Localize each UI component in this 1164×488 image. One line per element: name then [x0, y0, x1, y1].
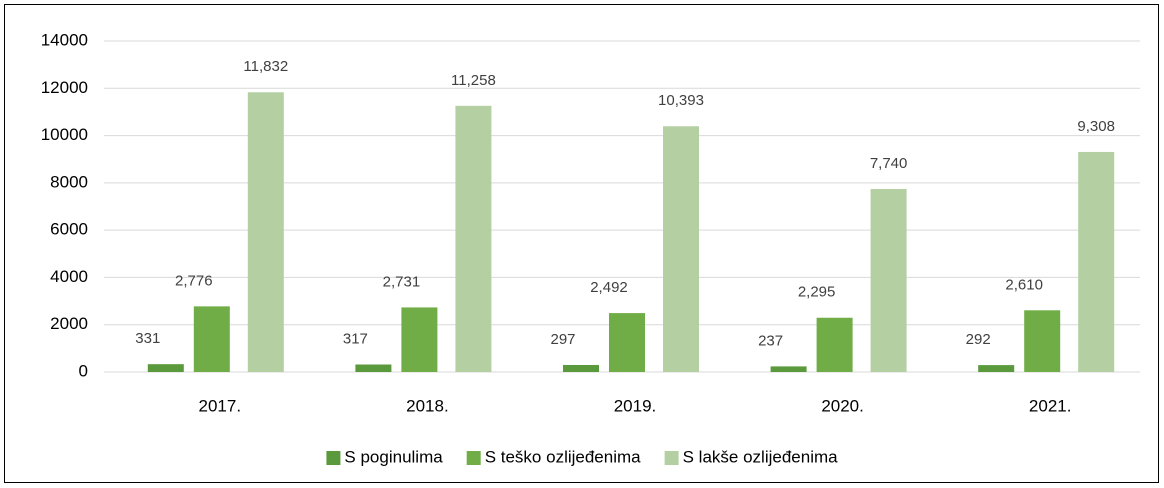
bar: [455, 105, 492, 373]
legend-label: S lakše ozlijeđenima: [683, 447, 839, 466]
x-tick-label: 2017.: [199, 396, 242, 415]
data-label: 297: [550, 331, 575, 348]
data-label: 2,492: [590, 279, 628, 296]
data-label: 7,740: [870, 155, 908, 172]
bar: [870, 189, 907, 372]
data-label: 331: [135, 330, 160, 347]
legend: S poginulima S teško ozlijeđenima S lakše …: [326, 447, 838, 466]
bar: [1024, 310, 1061, 372]
data-label: 2,776: [175, 272, 213, 289]
bar: [247, 92, 284, 372]
legend-label: S teško ozlijeđenima: [485, 447, 641, 466]
data-label: 2,731: [383, 273, 421, 290]
bar: [563, 364, 599, 372]
data-label: 10,393: [658, 92, 704, 109]
bar: [609, 313, 645, 372]
bar: [147, 364, 184, 372]
y-tick-label: 10000: [41, 125, 88, 144]
x-tick-label: 2019.: [614, 396, 657, 415]
bar: [1078, 151, 1115, 372]
bar: [355, 364, 392, 372]
data-label: 11,258: [451, 72, 496, 89]
y-tick-label: 2000: [50, 314, 88, 333]
data-label: 237: [758, 332, 783, 349]
data-label: 11,832: [243, 58, 288, 75]
y-tick-label: 6000: [50, 220, 88, 239]
y-tick-label: 12000: [41, 78, 88, 97]
data-label: 292: [966, 331, 991, 348]
bar: [193, 306, 230, 372]
x-tick-label: 2021.: [1029, 396, 1072, 415]
data-label: 9,308: [1077, 118, 1115, 135]
bar: [816, 317, 853, 372]
y-tick-label: 14000: [41, 30, 88, 49]
y-tick-label: 8000: [50, 172, 88, 191]
data-label: 317: [343, 330, 368, 347]
x-tick-label: 2020.: [821, 396, 864, 415]
bar: [401, 307, 438, 372]
legend-label: S poginulima: [344, 447, 443, 466]
y-tick-label: 4000: [50, 267, 88, 286]
data-label: 2,610: [1005, 276, 1043, 293]
legend-swatch: [326, 451, 341, 465]
chart-border: [4, 4, 1159, 483]
bar: [770, 366, 807, 372]
bar: [663, 126, 699, 372]
bar: [978, 365, 1015, 372]
y-tick-label: 0: [79, 361, 88, 380]
x-tick-label: 2018.: [406, 396, 449, 415]
legend-swatch: [664, 451, 679, 465]
data-label: 2,295: [798, 284, 836, 301]
legend-swatch: [466, 451, 481, 465]
